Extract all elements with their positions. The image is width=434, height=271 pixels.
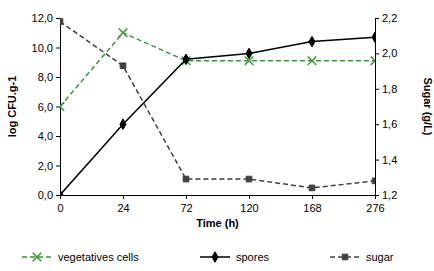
tick-label: 1,6 [382, 118, 397, 130]
tick: 10,0 [32, 42, 60, 54]
tick: 24 [117, 195, 129, 214]
marker [119, 28, 128, 37]
tick-label: 276 [366, 202, 384, 214]
chart: 0 24 72 120 168 276 0,0 2,0 4,0 6,0 8,0 10,0 12,0 1,2… [0, 0, 434, 271]
legend-marker [342, 254, 348, 260]
series-line [60, 37, 375, 195]
legend-label: sugar [366, 251, 394, 263]
legend-label: vegetatives cells [58, 251, 139, 263]
tick-mark [123, 195, 124, 199]
legend-marker [33, 253, 42, 262]
tick: 72 [180, 195, 192, 214]
tick-mark [56, 136, 60, 137]
tick: 12,0 [32, 12, 60, 24]
tick-mark [375, 89, 379, 90]
x-axis: 0 24 72 120 168 276 [57, 195, 384, 214]
tick: 1,8 [375, 83, 397, 95]
marker [120, 63, 126, 69]
tick-label: 4,0 [38, 130, 53, 142]
marker [246, 176, 252, 182]
tick-mark [375, 18, 379, 19]
tick-label: 1,8 [382, 83, 397, 95]
plot-area [60, 19, 375, 195]
marker [60, 102, 64, 111]
marker [308, 56, 317, 65]
tick-label: 2,2 [382, 12, 397, 24]
tick-mark [375, 160, 379, 161]
tick: 1,4 [375, 154, 397, 166]
tick-label: 8,0 [38, 71, 53, 83]
y2-axis: 1,2 1,4 1,6 1,8 2,0 2,2 [375, 12, 397, 201]
marker [372, 32, 375, 43]
tick-mark [375, 124, 379, 125]
tick: 0 [57, 195, 63, 214]
marker [309, 36, 315, 47]
marker [120, 119, 126, 130]
legend: vegetatives cells spores sugar [22, 251, 394, 263]
tick-label: 0 [57, 202, 63, 214]
tick-mark [56, 166, 60, 167]
tick: 2,2 [375, 12, 397, 24]
tick-mark [312, 195, 313, 199]
marker [60, 190, 63, 195]
tick-mark [375, 195, 379, 196]
y-axis-title: log CFU.g-1 [6, 76, 18, 138]
tick-label: 2,0 [38, 160, 53, 172]
tick-label: 120 [240, 202, 258, 214]
tick: 1,2 [375, 189, 397, 201]
tick-label: 6,0 [38, 101, 53, 113]
tick: 1,6 [375, 118, 397, 130]
legend-marker [212, 252, 218, 263]
tick-label: 72 [180, 202, 192, 214]
legend-item: sugar [330, 251, 394, 263]
x-axis-title: Time (h) [196, 217, 239, 229]
tick: 0,0 [38, 189, 60, 201]
tick-label: 10,0 [32, 42, 53, 54]
tick: 8,0 [38, 71, 60, 83]
axis-line [61, 196, 376, 200]
tick: 4,0 [38, 130, 60, 142]
marker [183, 176, 189, 182]
tick-label: 24 [117, 202, 129, 214]
tick-mark [56, 107, 60, 108]
tick-label: 2,0 [382, 47, 397, 59]
tick-mark [249, 195, 250, 199]
axis-line [56, 19, 61, 196]
legend-item: vegetatives cells [22, 251, 139, 263]
tick: 120 [240, 195, 258, 214]
marker [309, 185, 315, 191]
legend-item: spores [200, 251, 270, 263]
tick-mark [56, 18, 60, 19]
axis-line [376, 19, 380, 196]
marker [183, 54, 189, 65]
y2-axis-title: Sugar (g/L) [422, 77, 434, 135]
tick: 2,0 [38, 160, 60, 172]
tick-mark [186, 195, 187, 199]
tick: 168 [303, 195, 321, 214]
tick-label: 1,4 [382, 154, 397, 166]
series-line [60, 33, 375, 107]
marker [60, 19, 63, 25]
y-axis: 0,0 2,0 4,0 6,0 8,0 10,0 12,0 [32, 12, 61, 201]
series-line [60, 22, 375, 188]
tick: 6,0 [38, 101, 60, 113]
tick-mark [375, 53, 379, 54]
tick-mark [56, 195, 60, 196]
legend-label: spores [236, 251, 270, 263]
tick-label: 1,2 [382, 189, 397, 201]
tick: 2,0 [375, 47, 397, 59]
tick-mark [56, 77, 60, 78]
marker [372, 178, 375, 184]
tick-mark [56, 48, 60, 49]
tick-label: 12,0 [32, 12, 53, 24]
marker [371, 56, 375, 65]
marker [246, 48, 252, 59]
tick-label: 168 [303, 202, 321, 214]
tick-label: 0,0 [38, 189, 53, 201]
